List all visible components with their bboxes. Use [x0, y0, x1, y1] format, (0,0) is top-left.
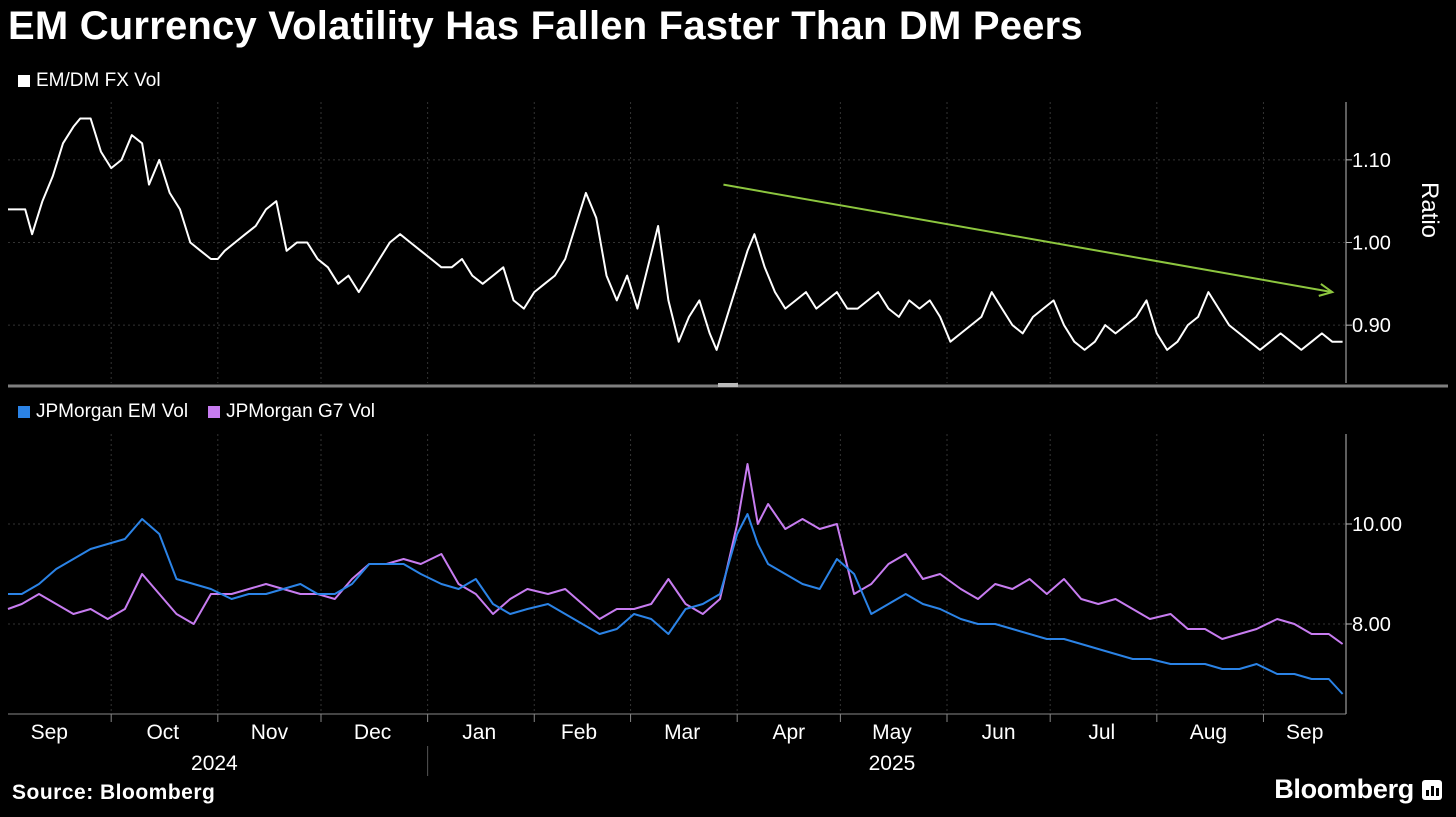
top-ytick-label: 0.90 [1352, 315, 1391, 337]
legend-label-ratio: EM/DM FX Vol [36, 70, 161, 91]
series-line-jpm-g7-vol [7, 463, 1344, 645]
series-line-em-dm-ratio [8, 117, 1343, 351]
legend-label-g7: JPMorgan G7 Vol [226, 401, 375, 422]
x-month-label: Dec [354, 721, 391, 744]
x-month-label: Aug [1190, 721, 1227, 744]
bottom-ytick-label: 10.00 [1352, 514, 1402, 536]
top-ytick-label: 1.00 [1352, 233, 1391, 255]
trend-arrow-line [723, 183, 1333, 294]
trend-arrowhead [1318, 283, 1335, 297]
x-month-label: May [872, 721, 912, 744]
x-month-label: Feb [561, 721, 597, 744]
x-month-label: Sep [31, 721, 68, 744]
top-ytick-label: 1.10 [1352, 150, 1391, 172]
brand-text: Bloomberg [1274, 774, 1414, 804]
x-month-label: Jul [1088, 721, 1115, 744]
legend-swatch-ratio [18, 75, 30, 87]
legend-swatch-g7 [208, 406, 221, 418]
legend-top: EM/DM FX Vol [18, 70, 181, 92]
x-month-label: Jun [982, 721, 1016, 744]
bloomberg-logo: Bloomberg [1274, 774, 1442, 805]
top-ylabel: Ratio [1416, 182, 1443, 238]
series-line-jpm-em-vol [8, 513, 1344, 695]
bottom-ytick-label: 8.00 [1352, 614, 1391, 636]
bloomberg-chart-icon [1422, 779, 1442, 800]
x-month-label: Sep [1286, 721, 1323, 744]
x-year-label: 2024 [191, 752, 238, 775]
x-month-label: Oct [146, 721, 179, 744]
chart-title: EM Currency Volatility Has Fallen Faster… [8, 4, 1083, 48]
x-month-label: Apr [772, 721, 805, 744]
x-year-label: 2025 [869, 752, 916, 775]
legend-swatch-em [18, 406, 30, 418]
x-month-label: Nov [251, 721, 289, 744]
source-note: Source: Bloomberg [12, 781, 216, 804]
x-month-label: Jan [462, 721, 496, 744]
x-month-label: Mar [664, 721, 700, 744]
legend-bottom: JPMorgan EM Vol JPMorgan G7 Vol [18, 401, 395, 423]
panel-divider-handle [718, 383, 738, 387]
legend-label-em: JPMorgan EM Vol [36, 401, 189, 422]
